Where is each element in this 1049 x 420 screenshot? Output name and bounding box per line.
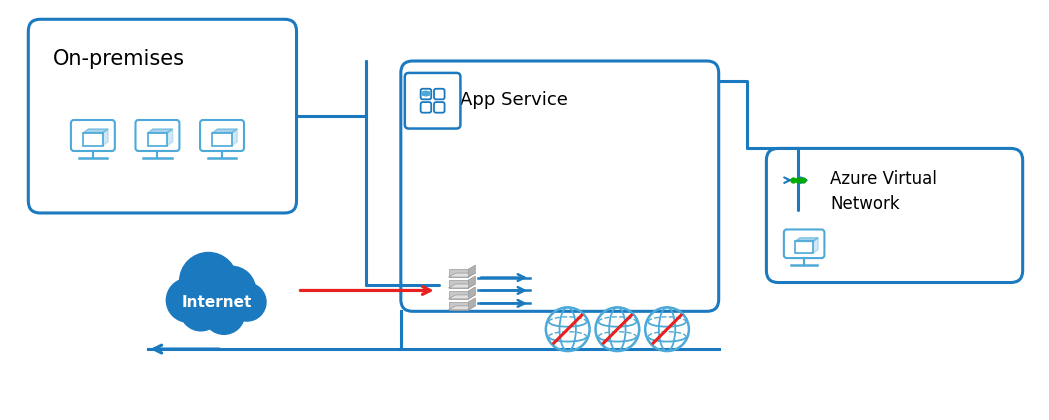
Polygon shape xyxy=(449,269,468,277)
Polygon shape xyxy=(449,273,475,277)
Polygon shape xyxy=(795,241,813,253)
Polygon shape xyxy=(468,276,475,288)
Polygon shape xyxy=(449,280,468,288)
Circle shape xyxy=(228,283,266,321)
Circle shape xyxy=(208,266,256,315)
FancyBboxPatch shape xyxy=(28,19,297,213)
Polygon shape xyxy=(83,133,103,146)
Polygon shape xyxy=(468,287,475,299)
FancyBboxPatch shape xyxy=(405,73,461,129)
Polygon shape xyxy=(449,284,475,288)
FancyBboxPatch shape xyxy=(200,120,244,151)
Text: Azure Virtual
Network: Azure Virtual Network xyxy=(830,170,937,213)
Text: Internet: Internet xyxy=(181,294,252,310)
Circle shape xyxy=(179,252,237,310)
Polygon shape xyxy=(449,306,475,310)
Polygon shape xyxy=(83,129,108,133)
FancyBboxPatch shape xyxy=(434,102,445,113)
Polygon shape xyxy=(813,238,818,253)
FancyBboxPatch shape xyxy=(421,102,431,113)
FancyBboxPatch shape xyxy=(767,148,1023,283)
Circle shape xyxy=(180,289,221,331)
Polygon shape xyxy=(148,129,173,133)
Polygon shape xyxy=(148,133,167,146)
Polygon shape xyxy=(449,295,475,299)
Circle shape xyxy=(204,293,244,334)
FancyBboxPatch shape xyxy=(421,89,431,100)
Polygon shape xyxy=(468,265,475,277)
Text: On-premises: On-premises xyxy=(53,49,185,69)
Polygon shape xyxy=(468,298,475,310)
Polygon shape xyxy=(449,302,468,310)
FancyBboxPatch shape xyxy=(784,229,825,258)
FancyBboxPatch shape xyxy=(135,120,179,151)
FancyBboxPatch shape xyxy=(434,89,445,100)
FancyBboxPatch shape xyxy=(71,120,114,151)
Circle shape xyxy=(427,92,430,95)
Polygon shape xyxy=(449,291,468,299)
Polygon shape xyxy=(167,129,173,146)
Circle shape xyxy=(167,278,210,322)
Polygon shape xyxy=(212,133,232,146)
Text: App Service: App Service xyxy=(461,91,569,109)
FancyBboxPatch shape xyxy=(401,61,719,311)
Polygon shape xyxy=(795,238,818,241)
Circle shape xyxy=(422,92,426,95)
Polygon shape xyxy=(212,129,237,133)
Polygon shape xyxy=(232,129,237,146)
Circle shape xyxy=(424,91,428,96)
Polygon shape xyxy=(103,129,108,146)
